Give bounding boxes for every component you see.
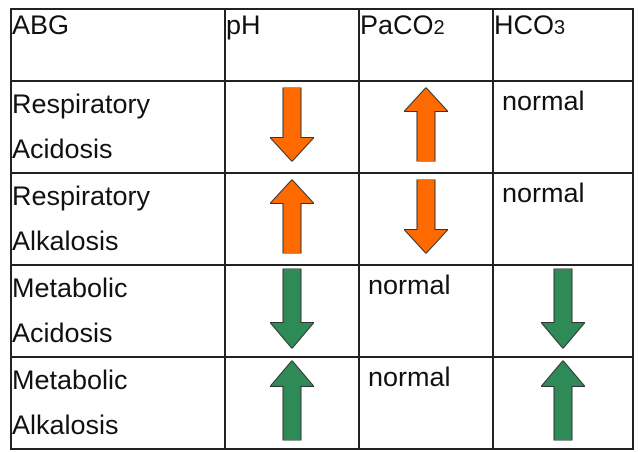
condition-line1: Respiratory xyxy=(12,89,151,119)
condition-label: Metabolic Alkalosis xyxy=(10,356,226,450)
ph-cell xyxy=(224,172,360,266)
arrow-down-icon xyxy=(268,268,316,354)
header-row: ABG pH PaCO2 HCO3 xyxy=(10,8,634,82)
condition-line2: Alkalosis xyxy=(12,410,119,440)
arrow-up-icon xyxy=(539,359,587,446)
abg-table: ABG pH PaCO2 HCO3 Respiratory Acidosis nor… xyxy=(10,8,634,450)
paco2-cell xyxy=(358,172,494,266)
arrow-up-icon xyxy=(268,178,316,259)
normal-text: normal xyxy=(502,178,585,208)
condition-line2: Acidosis xyxy=(12,134,113,164)
header-ph: pH xyxy=(224,8,360,82)
arrow-up-icon xyxy=(402,86,450,167)
ph-cell xyxy=(224,80,360,174)
arrow-down-icon xyxy=(268,87,316,167)
table-row: Respiratory Acidosis normal xyxy=(10,80,634,174)
paco2-cell xyxy=(358,80,494,174)
header-paco2: PaCO2 xyxy=(358,8,494,82)
ph-cell xyxy=(224,356,360,450)
condition-line2: Acidosis xyxy=(12,318,113,348)
condition-label: Metabolic Acidosis xyxy=(10,264,226,358)
header-abg: ABG xyxy=(10,8,226,82)
paco2-cell: normal xyxy=(358,356,494,450)
condition-label: Respiratory Alkalosis xyxy=(10,172,226,266)
hco3-cell xyxy=(492,356,634,450)
arrow-up-icon xyxy=(268,359,316,446)
header-hco3: HCO3 xyxy=(492,8,634,82)
condition-line1: Respiratory xyxy=(12,181,151,211)
normal-text: normal xyxy=(502,86,585,116)
normal-text: normal xyxy=(368,362,451,392)
ph-cell xyxy=(224,264,360,358)
hco3-cell: normal xyxy=(492,80,634,174)
condition-label: Respiratory Acidosis xyxy=(10,80,226,174)
table-row: Respiratory Alkalosis normal xyxy=(10,172,634,266)
paco2-cell: normal xyxy=(358,264,494,358)
normal-text: normal xyxy=(368,270,451,300)
condition-line2: Alkalosis xyxy=(12,226,119,256)
arrow-down-icon xyxy=(402,179,450,259)
hco3-cell: normal xyxy=(492,172,634,266)
condition-line1: Metabolic xyxy=(12,365,128,395)
table-row: Metabolic Acidosis normal xyxy=(10,264,634,358)
table-row: Metabolic Alkalosis normal xyxy=(10,356,634,450)
arrow-down-icon xyxy=(539,268,587,354)
hco3-cell xyxy=(492,264,634,358)
condition-line1: Metabolic xyxy=(12,273,128,303)
